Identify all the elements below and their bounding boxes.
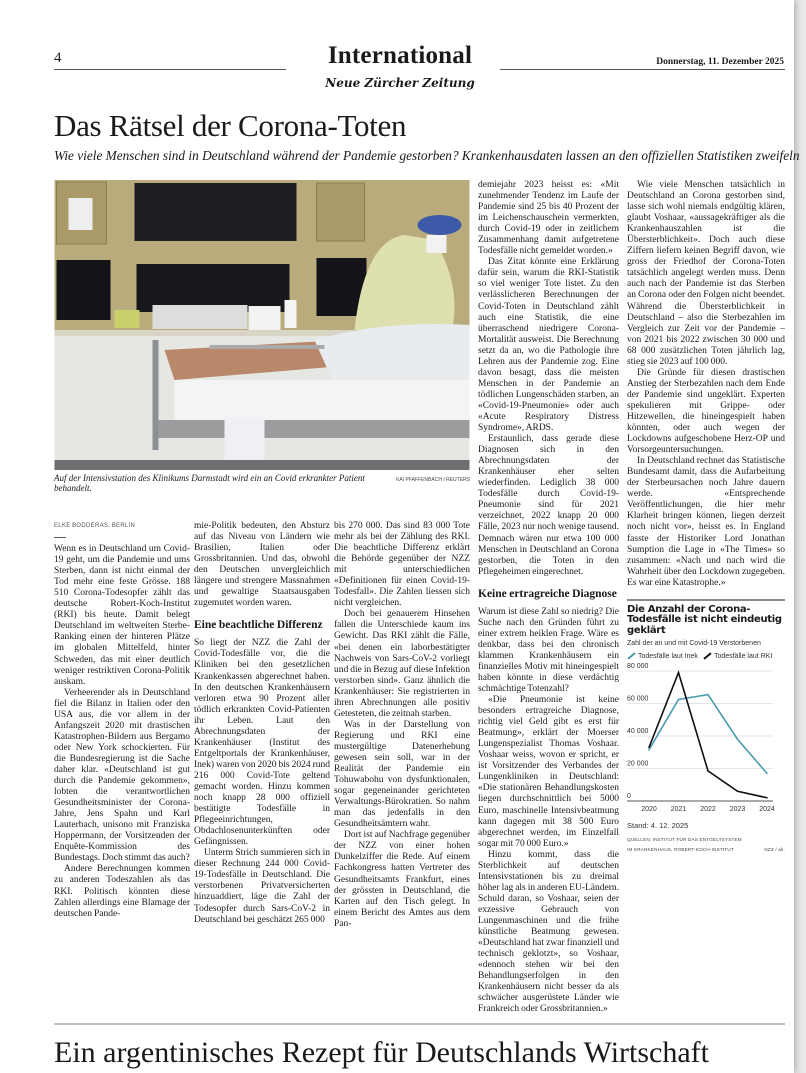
paragraph: Dort ist auf Nachfrage gegenüber der NZZ… [334, 830, 470, 929]
y-tick-label: 0 [627, 793, 631, 800]
y-tick-label: 60 000 [627, 695, 649, 702]
page-header: 4 International Donnerstag, 11. Dezember… [0, 0, 799, 180]
caption-line: Auf der Intensivstation des Klinikums Da… [54, 473, 470, 493]
chart-stand: Stand: 4. 12. 2025 [627, 820, 689, 830]
article-body: Auf der Intensivstation des Klinikums Da… [54, 180, 785, 1015]
data-point [707, 769, 709, 772]
paragraph: Das Zitat könnte eine Erklärung dafür se… [478, 257, 619, 434]
paragraph: Erstaunlich, dass gerade diese Diagnosen… [478, 434, 619, 577]
paragraph: «Die Pneumonie ist keine besonders ertra… [478, 695, 619, 849]
page-number: 4 [54, 50, 62, 66]
column-2: mie-Politik bedeuten, den Absturz auf da… [194, 521, 330, 930]
legend-label: Todesfälle laut RKI [713, 653, 773, 661]
paragraph: Unterm Strich summieren sich in dieser R… [194, 848, 330, 925]
x-tick-label: 2020 [641, 806, 657, 813]
paragraph: bis 270 000. Das sind 83 000 Tote mehr a… [334, 521, 470, 609]
photo-caption: Auf der Intensivstation des Klinikums Da… [54, 473, 365, 493]
header-rule-right [500, 69, 785, 70]
byline: ELKE BODDERAS, BERLIN [54, 523, 136, 529]
paragraph: In Deutschland rechnet das Statistische … [627, 456, 785, 588]
chart-subtitle: Zahl der an und mit Covid-19 Verstorbene… [627, 640, 761, 648]
series-line-inek [648, 693, 768, 774]
legend-label: Todesfälle laut Inek [638, 653, 698, 661]
headline: Das Rätsel der Corona-Toten [54, 108, 407, 143]
photo-credit: KAI PFAFFENBACH / REUTERS [396, 477, 470, 483]
chart-legend: Todesfälle laut Inek Todesfälle laut RKI [627, 652, 785, 661]
deck: Wie viele Menschen sind in Deutschland w… [54, 148, 800, 163]
chart-source-row: IM KRANKENHAUS, ROBERT-KOCH-INSTITUT NZZ… [627, 847, 785, 852]
x-tick-label: 2022 [700, 806, 716, 813]
header-rule-left [54, 69, 286, 70]
chart-source-line-1: QUELLEN: INSTITUT FÜR DAS ENTGELTSYSTEM [627, 836, 742, 842]
chart-plot: 0 20 000 40 000 60 000 80 000 2020 2021 2022 202… [627, 663, 775, 813]
legend-item-inek: Todesfälle laut Inek [627, 652, 698, 661]
column-4: demiejahr 2023 heisst es: «Mit zunehmend… [478, 180, 619, 1015]
y-tick-label: 20 000 [627, 760, 649, 767]
paragraph: Was in der Darstellung von Regierung und… [334, 719, 470, 830]
paragraph: Die Gründe für diesen drastischen Anstie… [627, 367, 785, 456]
subheading: Eine beachtliche Differenz [194, 619, 323, 632]
paragraph: Wie viele Menschen tatsächlich in Deutsc… [627, 180, 785, 367]
paragraph: Wenn es in Deutschland um Covid-19 geht,… [54, 544, 190, 687]
article-photo [54, 180, 470, 470]
legend-item-rki: Todesfälle laut RKI [703, 652, 773, 661]
paragraph: Verheerender als in Deutschland fiel die… [54, 687, 190, 864]
x-tick-label: 2024 [759, 806, 775, 813]
data-point [736, 790, 739, 792]
data-point [766, 796, 768, 799]
line-chart: Die Anzahl der Corona-Todesfälle ist nic… [627, 598, 785, 861]
byline-rule [54, 537, 66, 539]
paragraph: So liegt der NZZ die Zahl der Covid-Tode… [194, 638, 330, 848]
data-point [648, 746, 650, 748]
column-3: bis 270 000. Das sind 83 000 Tote mehr a… [334, 521, 470, 930]
publication-logo: Neue Zürcher Zeitung [325, 76, 475, 90]
x-tick-label: 2023 [730, 806, 746, 813]
chart-credit: NZZ / ak. [764, 846, 785, 852]
section-title: International [327, 42, 473, 69]
issue-date: Donnerstag, 11. Dezember 2025 [656, 57, 784, 67]
right-column-block: Wie viele Menschen tatsächlich in Deutsc… [627, 180, 785, 861]
data-point [677, 698, 680, 700]
lower-columns: ELKE BODDERAS, BERLIN Wenn es in Deutsch… [54, 521, 470, 930]
data-point [677, 671, 680, 674]
photo-and-columns: Auf der Intensivstation des Klinikums Da… [54, 180, 470, 930]
column-1: ELKE BODDERAS, BERLIN Wenn es in Deutsch… [54, 521, 190, 930]
subheading: Keine ertragreiche Diagnose [478, 587, 617, 600]
y-tick-label: 40 000 [627, 728, 649, 735]
chart-title: Die Anzahl der Corona-Todesfälle ist nic… [627, 603, 782, 636]
series-line-rki [648, 669, 768, 799]
paragraph: Andere Berechnungen kommen zu anderen To… [54, 864, 190, 919]
y-tick-label: 80 000 [627, 663, 649, 670]
data-point [707, 693, 709, 696]
paragraph: demiejahr 2023 heisst es: «Mit zunehmend… [478, 180, 619, 257]
paragraph: Doch bei genauerem Hinsehen fallen die U… [334, 609, 470, 719]
next-article-headline: Ein argentinisches Rezept für Deutschlan… [54, 1036, 709, 1070]
chart-source-line-2: IM KRANKENHAUS, ROBERT-KOCH-INSTITUT [627, 846, 734, 852]
section-divider [54, 1023, 785, 1026]
data-point [736, 738, 739, 740]
paragraph: Hinzu kommt, dass die Sterblichkeit auf … [478, 849, 619, 1015]
paragraph: Warum ist diese Zahl so niedrig? Die Suc… [478, 606, 619, 695]
x-tick-label: 2021 [671, 806, 687, 813]
data-point [766, 772, 768, 774]
column-5: Wie viele Menschen tatsächlich in Deutsc… [627, 180, 785, 589]
data-point [648, 748, 650, 751]
paragraph: mie-Politik bedeuten, den Absturz auf da… [194, 521, 330, 609]
